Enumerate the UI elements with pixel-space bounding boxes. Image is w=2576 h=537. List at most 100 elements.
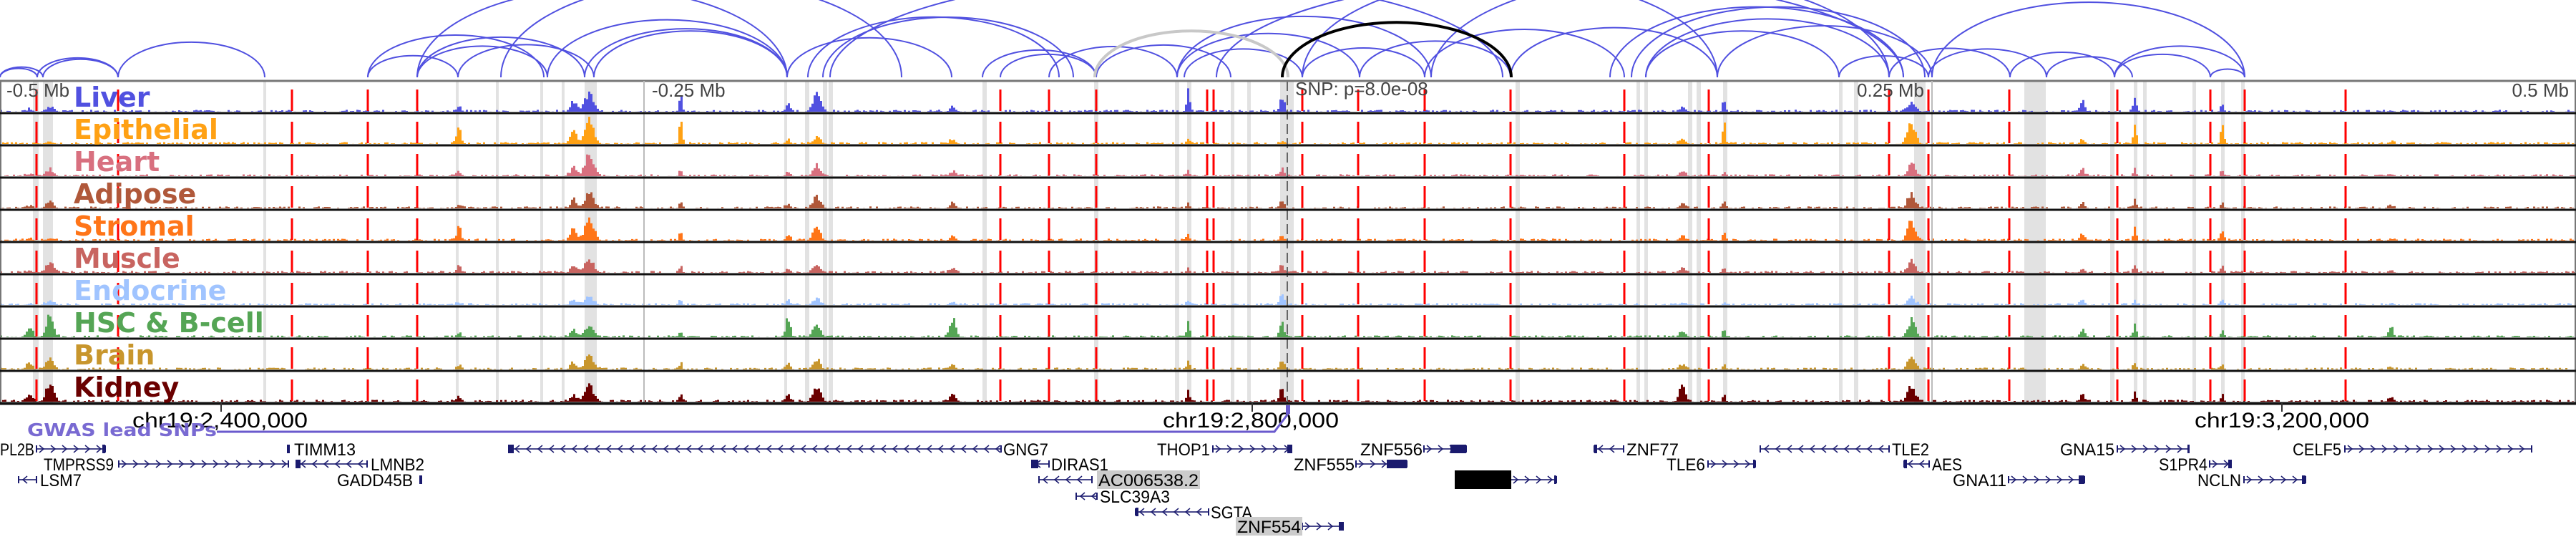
strand-arrow-icon — [594, 445, 600, 453]
gene-label[interactable]: ZNF77 — [1626, 440, 1679, 460]
strand-arrow-icon — [777, 445, 784, 453]
gene-label[interactable]: ZNF555 — [1294, 455, 1355, 475]
strand-arrow-icon — [903, 445, 909, 453]
strand-arrow-icon — [2131, 445, 2137, 453]
track-labels: LiverEpithelialHeartAdiposeStromalMuscle… — [74, 82, 264, 403]
strand-arrow-icon — [62, 445, 68, 453]
gwas-track-label: GWAS lead SNPs — [27, 420, 217, 440]
gene-label[interactable]: TIMM13 — [294, 440, 356, 460]
gene-label[interactable]: CELF5 — [2293, 440, 2341, 460]
loop-arc — [2046, 56, 2133, 78]
loop-arc — [500, 0, 902, 78]
gene-pl2b[interactable]: PL2B — [0, 440, 106, 460]
strand-arrow-icon — [1710, 460, 1717, 468]
gene-label[interactable]: LMNB2 — [371, 455, 424, 475]
gene-znf556[interactable]: ZNF556 — [1360, 440, 1467, 460]
gene-label[interactable]: AC006538.2 — [1098, 471, 1199, 490]
gwas-snp-marker — [1286, 405, 1290, 414]
strand-arrow-icon — [190, 460, 196, 468]
strand-arrow-icon — [1820, 445, 1827, 453]
gene-label[interactable]: TMPRSS9 — [44, 455, 114, 475]
gene-znf555[interactable]: ZNF555 — [1294, 455, 1407, 475]
loop-arc — [1359, 40, 1511, 78]
gene-gadd45b[interactable]: GADD45B — [337, 471, 422, 490]
gene-sgta[interactable]: SGTA — [1135, 503, 1252, 523]
strand-arrow-icon — [686, 445, 692, 453]
exon-block — [419, 475, 422, 484]
gene-gng7[interactable]: GNG7 — [508, 440, 1048, 460]
gene-gna15[interactable]: GNA15 — [2060, 440, 2190, 460]
gene-label[interactable]: GNG7 — [1003, 440, 1048, 460]
gene-thop1[interactable]: THOP1 — [1157, 440, 1292, 460]
strand-arrow-icon — [857, 445, 864, 453]
strand-arrow-icon — [2258, 475, 2264, 484]
gene-znf77[interactable]: ZNF77 — [1594, 440, 1679, 460]
strand-arrow-icon — [1438, 445, 1444, 453]
gene-label[interactable]: PL2B — [0, 440, 34, 460]
gene-label[interactable]: THOP1 — [1157, 440, 1210, 460]
exon-block — [1287, 445, 1292, 453]
gene-label[interactable]: TLE2 — [1892, 440, 1929, 460]
gene-label[interactable]: GADD45B — [337, 471, 413, 490]
gene-label[interactable]: ZNF556 — [1360, 440, 1423, 460]
strand-arrow-icon — [2404, 445, 2411, 453]
gene-tmprss9[interactable]: TMPRSS9 — [44, 455, 289, 475]
gene-label[interactable]: GNA15 — [2060, 440, 2114, 460]
strand-arrow-icon — [834, 445, 841, 453]
gene-lmnb2[interactable]: LMNB2 — [296, 455, 424, 475]
gene-label[interactable]: TLE6 — [1667, 455, 1705, 475]
strand-arrow-icon — [281, 460, 288, 468]
gene-label[interactable]: GNA11 — [1953, 471, 2006, 490]
strand-arrow-icon — [2034, 475, 2040, 484]
gene-timm13[interactable]: TIMM13 — [287, 440, 356, 460]
gene-tle2[interactable]: TLE2 — [1760, 440, 1929, 460]
strand-arrow-icon — [1907, 460, 1913, 468]
snp-pvalue-label: SNP: p=8.0e-08 — [1295, 78, 1428, 100]
loop-arc — [0, 67, 38, 78]
loop-arc — [593, 30, 788, 78]
gene-celf5[interactable]: CELF5 — [2293, 440, 2532, 460]
strand-arrow-icon — [811, 445, 818, 453]
gene-znf57[interactable]: ZNF57 — [1455, 470, 1557, 490]
gene-label[interactable]: LSM7 — [40, 471, 82, 490]
chromatin-loop-arcs — [0, 0, 2245, 78]
strand-arrow-icon — [50, 445, 57, 453]
gene-lsm7[interactable]: LSM7 — [18, 471, 82, 490]
strand-arrow-icon — [869, 445, 875, 453]
gene-aes[interactable]: AES — [1903, 455, 1962, 475]
gene-slc39a3[interactable]: SLC39A3 — [1075, 488, 1170, 507]
signal-brain — [0, 354, 2576, 369]
strand-arrow-icon — [571, 445, 577, 453]
gene-s1pr4[interactable]: S1PR4 — [2159, 455, 2232, 475]
loop-arc — [36, 57, 119, 78]
track-label: HSC & B-cell — [74, 307, 264, 339]
gene-ncln[interactable]: NCLN — [2197, 471, 2306, 490]
exon-block — [287, 445, 290, 453]
offset-label: -0.5 Mb — [6, 79, 69, 101]
strand-arrow-icon — [1327, 522, 1334, 531]
strand-arrow-icon — [995, 445, 1001, 453]
gene-znf554[interactable]: ZNF554 — [1236, 517, 1344, 537]
gene-label[interactable]: S1PR4 — [2159, 455, 2207, 475]
strand-arrow-icon — [1150, 508, 1156, 516]
gene-label[interactable]: AES — [1932, 455, 1962, 475]
strand-arrow-icon — [357, 460, 364, 468]
gene-gna11[interactable]: GNA11 — [1953, 471, 2085, 490]
gene-label[interactable]: ZNF554 — [1237, 518, 1301, 537]
strand-arrow-icon — [1304, 522, 1311, 531]
gene-tle6[interactable]: TLE6 — [1667, 455, 1756, 475]
gene-ac006538.2[interactable]: AC006538.2 — [1038, 470, 1200, 490]
strand-arrow-icon — [1053, 475, 1060, 484]
strand-arrow-icon — [247, 460, 253, 468]
exon-block — [1450, 445, 1466, 453]
gene-label[interactable]: ZNF57 — [1456, 471, 1510, 490]
strand-arrow-icon — [1878, 445, 1884, 453]
signal-tracks — [0, 88, 2576, 402]
exon-block — [102, 445, 105, 453]
loop-arc — [1888, 47, 2011, 78]
strand-arrow-icon — [537, 445, 543, 453]
strand-arrow-icon — [1042, 475, 1048, 484]
gene-label[interactable]: NCLN — [2197, 471, 2241, 490]
gene-label[interactable]: SLC39A3 — [1100, 488, 1170, 507]
loop-arc — [584, 28, 788, 78]
